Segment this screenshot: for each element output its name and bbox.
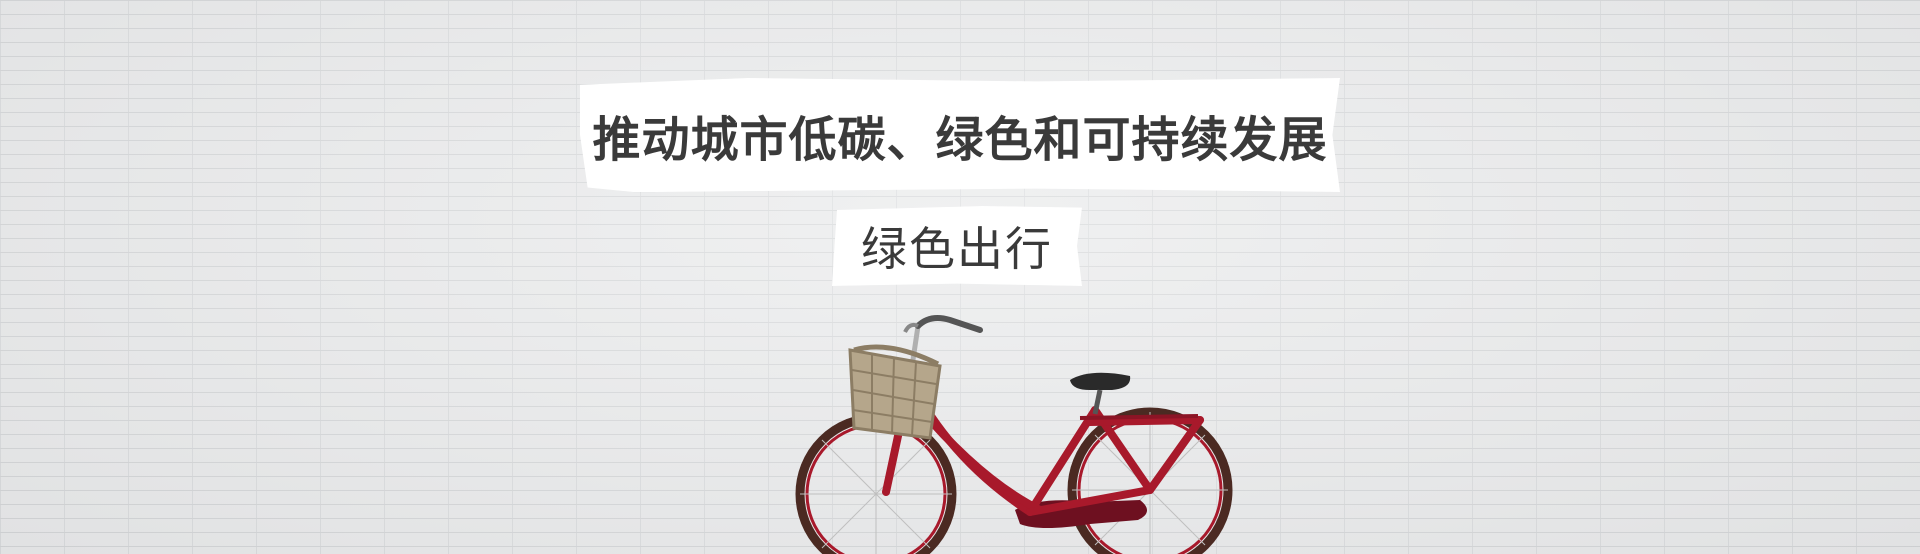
wicker-basket xyxy=(848,344,942,440)
headline-caption: 推动城市低碳、绿色和可持续发展 xyxy=(580,78,1340,192)
red-bicycle-illustration xyxy=(795,315,1233,554)
subheadline-caption: 绿色出行 xyxy=(832,206,1082,286)
subheadline-text: 绿色出行 xyxy=(861,222,1053,276)
headline-text: 推动城市低碳、绿色和可持续发展 xyxy=(592,112,1328,168)
